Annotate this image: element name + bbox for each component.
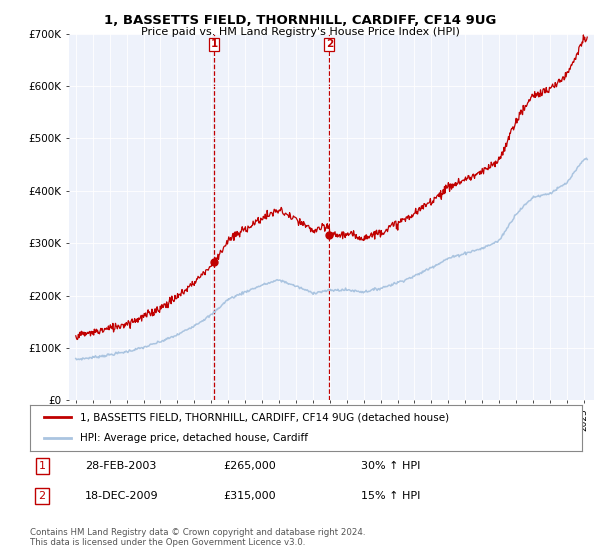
Text: HPI: Average price, detached house, Cardiff: HPI: Average price, detached house, Card… (80, 433, 308, 444)
Text: 2: 2 (38, 491, 46, 501)
Text: 2: 2 (326, 39, 333, 49)
Text: 1, BASSETTS FIELD, THORNHILL, CARDIFF, CF14 9UG: 1, BASSETTS FIELD, THORNHILL, CARDIFF, C… (104, 14, 496, 27)
Text: 18-DEC-2009: 18-DEC-2009 (85, 491, 159, 501)
Text: 15% ↑ HPI: 15% ↑ HPI (361, 491, 421, 501)
Text: Price paid vs. HM Land Registry's House Price Index (HPI): Price paid vs. HM Land Registry's House … (140, 27, 460, 37)
Text: 1: 1 (38, 461, 46, 471)
Text: Contains HM Land Registry data © Crown copyright and database right 2024.
This d: Contains HM Land Registry data © Crown c… (30, 528, 365, 547)
Text: 30% ↑ HPI: 30% ↑ HPI (361, 461, 421, 471)
Text: £315,000: £315,000 (223, 491, 276, 501)
Text: 1: 1 (211, 39, 218, 49)
Text: £265,000: £265,000 (223, 461, 276, 471)
Text: 28-FEB-2003: 28-FEB-2003 (85, 461, 157, 471)
Text: 1, BASSETTS FIELD, THORNHILL, CARDIFF, CF14 9UG (detached house): 1, BASSETTS FIELD, THORNHILL, CARDIFF, C… (80, 412, 449, 422)
